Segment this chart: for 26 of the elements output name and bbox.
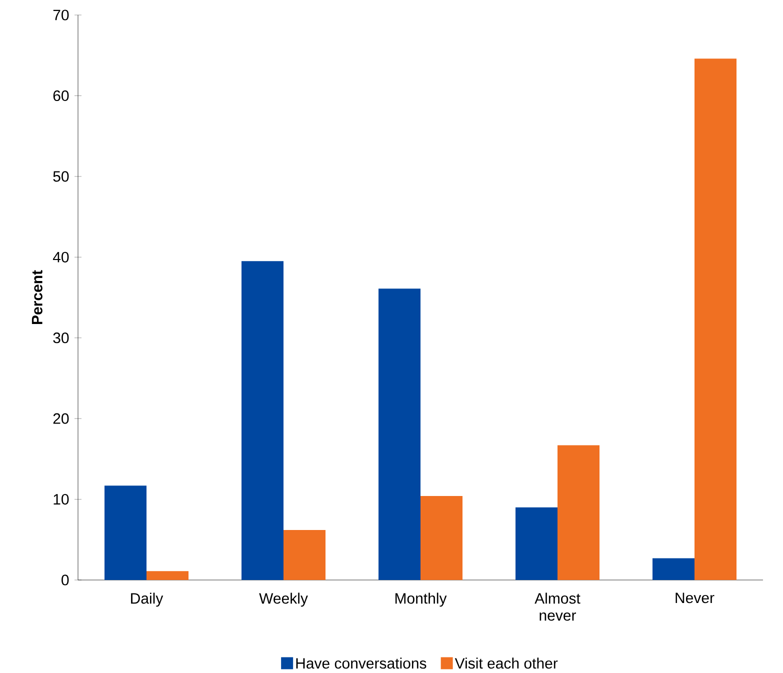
bar <box>104 486 147 580</box>
bar <box>694 58 737 580</box>
bar <box>516 507 558 580</box>
bar <box>146 571 189 580</box>
x-tick-label: Never <box>676 592 714 604</box>
x-tick-label: Monthly <box>395 592 447 607</box>
y-tick-label: 50 <box>53 171 69 182</box>
y-axis-title: Percent <box>32 270 42 324</box>
y-tick-label: 20 <box>53 413 69 424</box>
bar <box>242 261 284 580</box>
bar <box>652 558 695 580</box>
bar <box>284 530 326 580</box>
x-tick-label: Daily <box>131 592 164 607</box>
bar <box>558 445 600 580</box>
y-tick-label: 10 <box>54 494 69 505</box>
legend-label: Have conversations <box>296 658 426 669</box>
y-tick-label: 60 <box>53 90 69 102</box>
y-tick-label: 40 <box>52 252 69 262</box>
y-tick-label: 70 <box>53 10 69 20</box>
y-tick-label: 30 <box>53 332 69 344</box>
x-tick-label: Almost never <box>534 592 580 621</box>
legend-label: Visit each other <box>454 658 558 669</box>
bar <box>378 288 421 580</box>
bar <box>420 496 463 580</box>
x-tick-label: Weekly <box>259 592 308 607</box>
y-tick-label: 0 <box>62 574 69 586</box>
